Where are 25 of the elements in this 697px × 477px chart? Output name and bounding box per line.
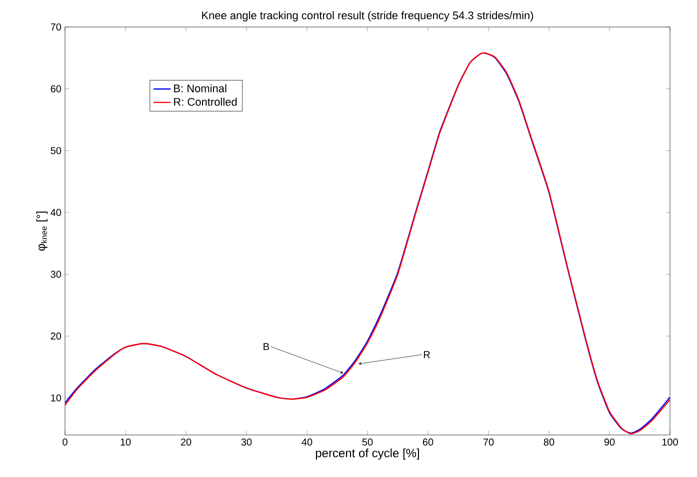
annotation: B xyxy=(264,343,269,350)
y-axis-title: φ$_{knee}$ [°] xyxy=(36,212,48,251)
x-tick-label: 10 xyxy=(120,438,131,446)
legend-label: B: Nominal xyxy=(174,84,226,92)
y-tick-label: 50 xyxy=(50,147,62,154)
annotation: R xyxy=(424,351,430,358)
x-tick-label: 50 xyxy=(362,438,373,446)
y-tick-label: 20 xyxy=(50,332,62,340)
y-tick-label: 10 xyxy=(51,394,62,402)
legend-label: R: Controlled xyxy=(174,98,237,106)
x-tick-label: 90 xyxy=(604,438,615,446)
x-tick-label: 60 xyxy=(422,438,434,446)
x-tick-label: 80 xyxy=(544,438,554,446)
x-tick-label: 70 xyxy=(483,438,494,446)
chart-title: Knee angle tracking control result (stride frequency 54.3 strides/min) xyxy=(202,11,534,22)
x-tick-label: 20 xyxy=(180,438,192,446)
y-tick-label: 60 xyxy=(50,85,62,92)
y-tick-label: 30 xyxy=(50,270,62,278)
y-tick-label: 40 xyxy=(50,208,62,216)
x-axis-title: percent of cycle [%] xyxy=(316,448,419,460)
x-tick-label: 40 xyxy=(302,438,312,446)
x-tick-label: 0 xyxy=(62,438,68,446)
x-tick-label: 100 xyxy=(662,438,678,446)
x-tick-label: 30 xyxy=(241,438,252,446)
y-tick-label: 70 xyxy=(50,23,62,31)
